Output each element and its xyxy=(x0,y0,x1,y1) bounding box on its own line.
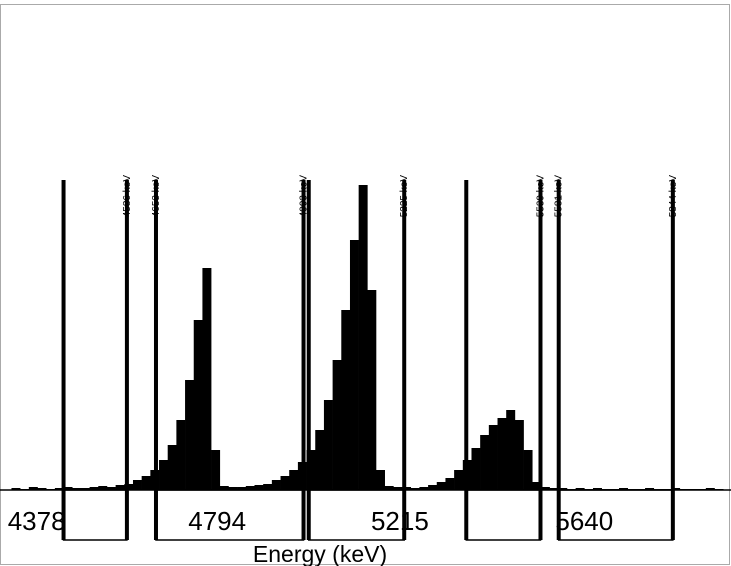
histogram-bar xyxy=(332,360,342,490)
histogram-bar xyxy=(436,482,446,490)
histogram-bar xyxy=(132,480,142,490)
histogram-bar xyxy=(37,488,47,490)
histogram-bar xyxy=(558,488,568,490)
histogram-bar xyxy=(176,420,186,490)
histogram-bar xyxy=(323,400,333,490)
histogram-bar xyxy=(349,240,359,490)
marker-label: 5225 keV xyxy=(399,175,410,218)
histogram-bar xyxy=(98,486,108,490)
marker-label: 5539 keV xyxy=(535,175,546,218)
histogram-bar xyxy=(671,488,681,490)
x-tick-label: 4378 xyxy=(8,506,66,536)
x-axis-title: Energy (keV) xyxy=(253,541,387,566)
histogram-bar xyxy=(532,482,542,490)
roi-box xyxy=(465,489,542,541)
histogram-bar xyxy=(367,290,377,490)
histogram-bar xyxy=(202,268,212,490)
histogram-bar xyxy=(289,470,299,490)
histogram-bar xyxy=(193,320,203,490)
histogram-bar xyxy=(645,488,655,490)
histogram-bar xyxy=(497,418,507,490)
marker-label: 5581 keV xyxy=(554,175,565,218)
histogram-bar xyxy=(341,310,351,490)
histogram-bar xyxy=(185,380,195,490)
histogram-bar xyxy=(211,450,221,490)
histogram-bar xyxy=(237,487,247,490)
histogram-bar xyxy=(592,488,602,490)
histogram-bar xyxy=(89,487,99,490)
histogram-bar xyxy=(393,487,403,490)
histogram-bar xyxy=(428,485,438,490)
histogram-bar xyxy=(575,488,585,490)
histogram-bar xyxy=(228,487,238,490)
histogram-bar xyxy=(141,476,151,490)
histogram-bar xyxy=(454,470,464,490)
histogram-bar xyxy=(471,448,481,490)
marker-label: 5844 keV xyxy=(668,175,679,218)
histogram-bar xyxy=(488,425,498,490)
x-tick-label: 4794 xyxy=(188,506,246,536)
histogram-bar xyxy=(549,488,559,490)
histogram-bar xyxy=(245,486,255,490)
roi-box xyxy=(62,489,128,541)
marker-label: 4653 keV xyxy=(151,175,162,218)
histogram-bar xyxy=(106,487,116,490)
marker-label: 4993 keV xyxy=(299,175,310,218)
histogram-bar xyxy=(159,460,169,490)
histogram-bar xyxy=(28,487,38,490)
histogram-bar xyxy=(358,185,368,490)
histogram-bar xyxy=(11,488,21,490)
histogram-bar xyxy=(271,480,281,490)
histogram-bar xyxy=(384,486,394,490)
histogram-bar xyxy=(523,450,533,490)
histogram-bar xyxy=(115,485,125,490)
x-tick-label: 5640 xyxy=(555,506,613,536)
histogram-bar xyxy=(419,487,429,490)
histogram-bar xyxy=(410,488,420,490)
histogram-bar xyxy=(80,488,90,490)
histogram-bar xyxy=(619,488,629,490)
histogram-bar xyxy=(376,470,385,490)
histogram-bar xyxy=(219,486,229,490)
marker-label: 4586 keV xyxy=(122,175,133,218)
histogram-bar xyxy=(306,450,316,490)
histogram-bar xyxy=(263,484,273,490)
histogram-bar xyxy=(254,485,264,490)
histogram-bar xyxy=(705,488,715,490)
histogram-bar xyxy=(72,488,82,490)
histogram-bar xyxy=(63,487,73,490)
histogram-bar xyxy=(54,488,64,490)
frame xyxy=(0,4,730,565)
histogram-bar xyxy=(514,420,524,490)
x-tick-label: 5215 xyxy=(371,506,429,536)
histogram-bar xyxy=(167,445,177,490)
histogram-bar xyxy=(480,435,490,490)
histogram-bar xyxy=(506,410,516,490)
histogram-bar xyxy=(540,487,550,490)
histogram-bar xyxy=(280,476,290,490)
histogram-bar xyxy=(315,430,325,490)
histogram-bar xyxy=(402,487,412,490)
histogram-bar xyxy=(445,478,455,490)
